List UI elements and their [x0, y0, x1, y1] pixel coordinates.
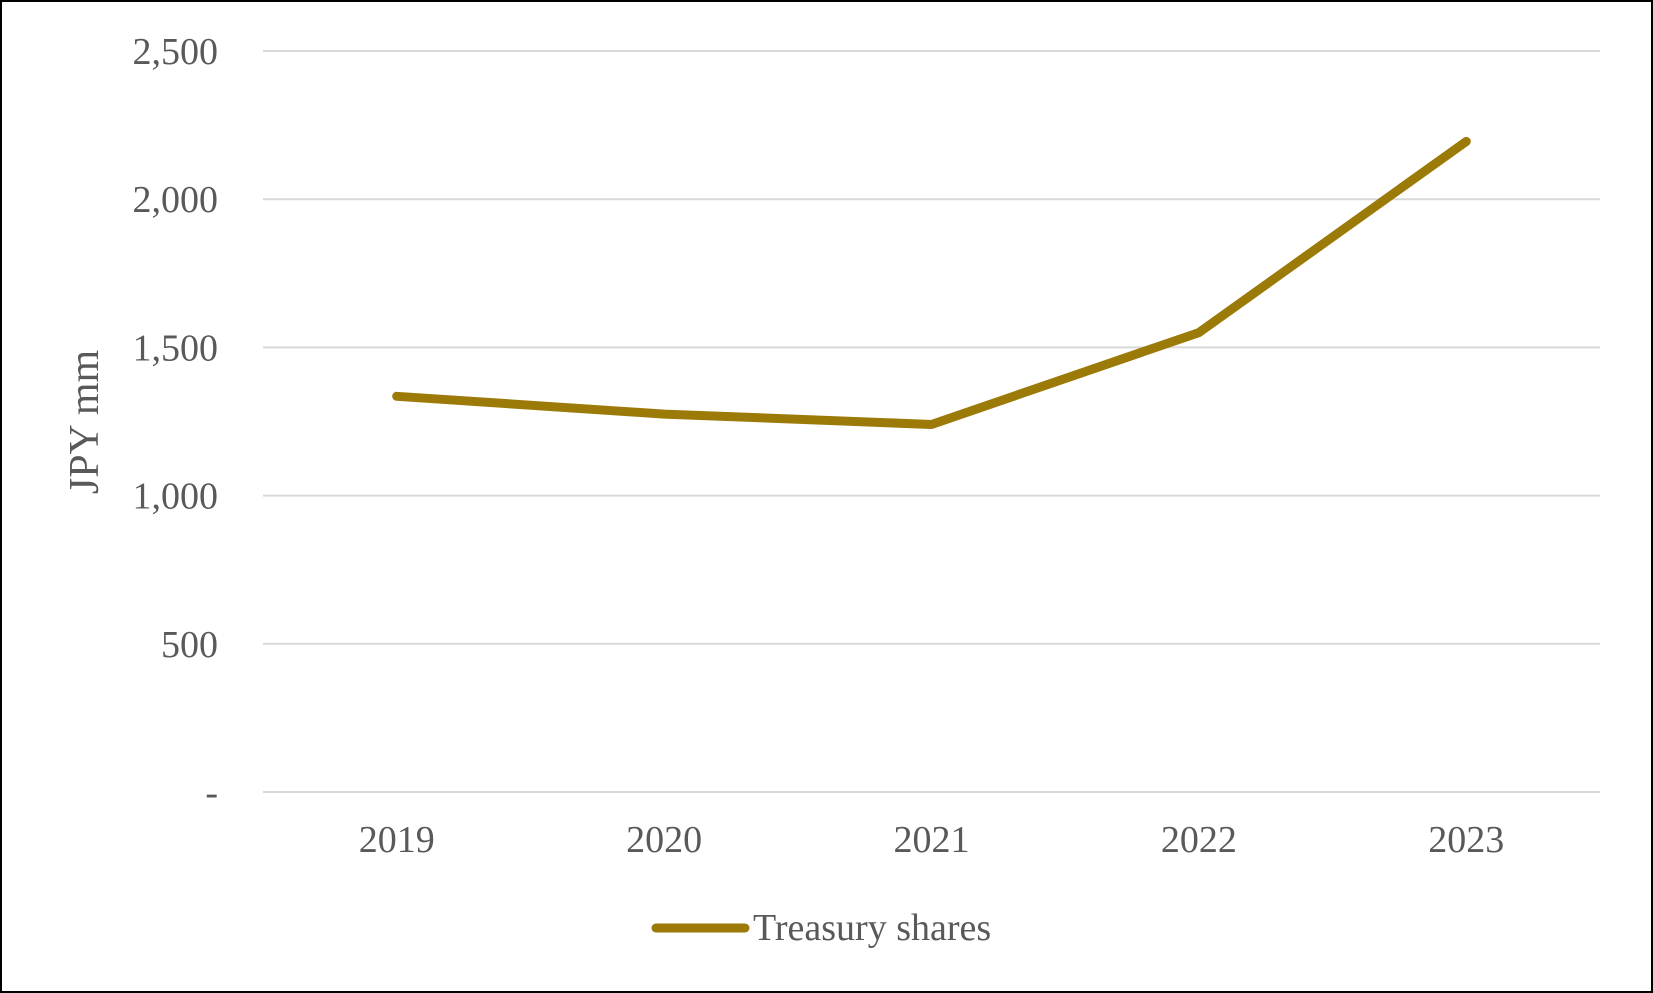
x-tick-label: 2021 [894, 819, 970, 861]
y-tick-label: 1,000 [133, 476, 219, 518]
data-point-2019 [396, 395, 398, 397]
legend-label: Treasury shares [753, 907, 991, 949]
y-axis-title: JPY mm [62, 350, 108, 495]
x-axis-tick-labels: 2019 2020 2021 2022 2023 [359, 819, 1505, 861]
y-tick-label: 2,000 [133, 179, 219, 221]
series-line-treasury-shares [392, 136, 1471, 429]
x-tick-label: 2022 [1161, 819, 1237, 861]
y-tick-label: - [205, 772, 218, 814]
y-tick-label: 500 [161, 624, 218, 666]
legend: Treasury shares [651, 907, 991, 949]
x-tick-label: 2023 [1428, 819, 1504, 861]
gridlines [263, 50, 1600, 793]
data-point-2020 [663, 413, 665, 415]
x-tick-label: 2019 [359, 819, 435, 861]
series-lines [392, 136, 1471, 429]
data-point-2021 [931, 423, 932, 425]
y-tick-label: 2,500 [133, 31, 219, 73]
y-axis-tick-labels: - 500 1,000 1,500 2,000 2,500 [133, 31, 219, 814]
y-tick-label: 1,500 [133, 327, 219, 369]
data-point-2023 [1465, 140, 1467, 142]
x-tick-label: 2020 [626, 819, 702, 861]
data-point-2022 [1198, 332, 1200, 334]
